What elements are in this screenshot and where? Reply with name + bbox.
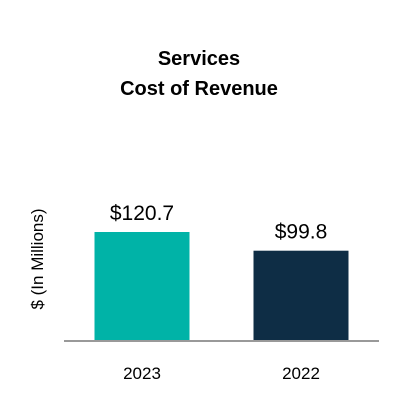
bar-2023: [94, 232, 190, 340]
y-axis-label: $ (In Millions): [28, 208, 47, 309]
chart-title-line-1: Services: [158, 48, 240, 70]
data-label-2022: $99.8: [275, 221, 328, 244]
x-tick-label-2022: 2022: [282, 364, 320, 383]
data-label-2023: $120.7: [110, 202, 174, 225]
x-tick-label-2023: 2023: [123, 364, 161, 383]
bar-2022: [253, 250, 349, 340]
chart-title-line-2: Cost of Revenue: [120, 78, 278, 100]
bars-layer: $120.7 2023 $99.8 2022: [94, 202, 349, 383]
